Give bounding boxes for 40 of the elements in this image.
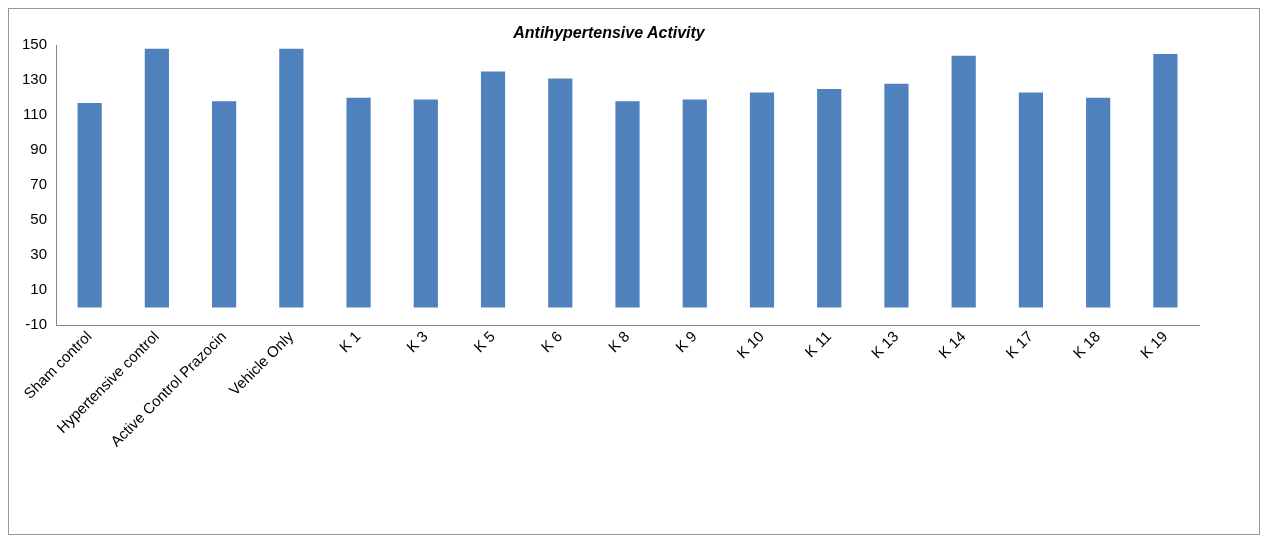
bar	[279, 48, 304, 308]
bar	[1153, 53, 1178, 308]
y-tick-label: 150	[22, 35, 48, 53]
y-tick-label: 50	[30, 210, 48, 228]
bar	[1018, 92, 1044, 308]
bar	[749, 92, 775, 308]
x-tick-label: K 19	[1136, 327, 1171, 362]
bar	[682, 99, 707, 308]
bar	[212, 101, 237, 308]
bar	[817, 88, 842, 308]
x-tick-label: K 5	[470, 327, 499, 356]
y-tick-label: -10	[25, 315, 48, 333]
bar	[884, 83, 909, 308]
y-tick-label: 70	[30, 175, 48, 193]
x-tick-label: K 11	[801, 327, 835, 361]
y-tick-label: 90	[30, 140, 48, 158]
x-tick-label: K 10	[733, 327, 768, 362]
bar	[548, 78, 573, 308]
y-tick-label: 10	[30, 280, 48, 298]
bar	[615, 101, 640, 308]
bar	[480, 71, 506, 308]
x-tick-label: K 18	[1069, 327, 1104, 362]
x-tick-label: K 8	[604, 327, 633, 356]
bar	[951, 55, 976, 308]
x-tick-label: K 6	[537, 327, 566, 356]
bar	[77, 102, 102, 308]
y-tick-label: 110	[23, 105, 48, 123]
x-tick-label: K 14	[934, 327, 969, 362]
bar	[346, 97, 371, 308]
bar	[144, 48, 169, 308]
y-tick-label: 130	[22, 70, 48, 88]
x-tick-label: K 3	[402, 327, 431, 356]
chart-title: Antihypertensive Activity	[512, 24, 706, 42]
x-tick-label: K 1	[335, 327, 364, 356]
x-tick-label: K 13	[867, 327, 902, 362]
bar	[1086, 97, 1111, 308]
x-tick-label: K 17	[1002, 327, 1036, 362]
x-tick-label: K 9	[671, 327, 700, 356]
bar	[413, 99, 438, 308]
y-tick-label: 30	[30, 245, 48, 263]
